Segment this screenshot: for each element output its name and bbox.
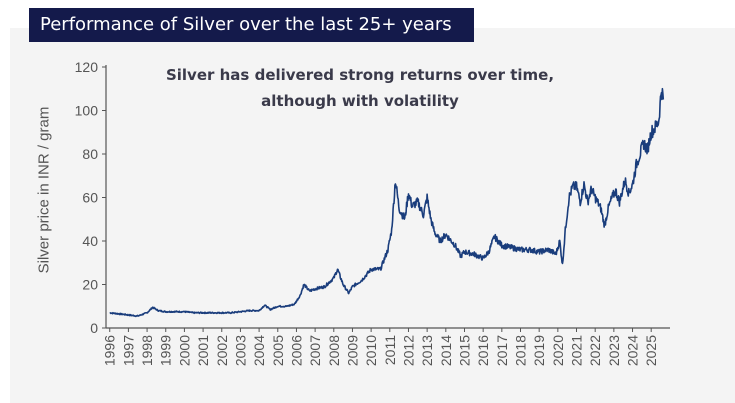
x-tick-label: 1999 <box>158 335 174 366</box>
x-tick-label: 2019 <box>531 335 547 366</box>
x-tick-label: 2006 <box>288 335 304 366</box>
x-tick-label: 2025 <box>643 335 659 366</box>
price-series-line <box>109 87 665 318</box>
chart-subtitle: Silver has delivered strong returns over… <box>120 62 600 114</box>
x-tick-label: 2008 <box>326 335 342 366</box>
x-tick-label: 1996 <box>102 335 118 366</box>
x-tick-label: 2015 <box>456 335 472 366</box>
y-tick-label: 60 <box>82 190 98 206</box>
x-tick-label: 2024 <box>625 335 641 366</box>
x-tick-label: 2009 <box>344 335 360 366</box>
x-tick-label: 1998 <box>139 335 155 366</box>
y-tick-label: 120 <box>75 59 99 75</box>
x-tick-label: 2023 <box>606 335 622 366</box>
y-tick-label: 80 <box>82 146 98 162</box>
chart-subtitle-line-1: Silver has delivered strong returns over… <box>165 66 555 84</box>
chart-panel <box>10 28 735 403</box>
x-tick-label: 2018 <box>512 335 528 366</box>
x-tick-label: 2001 <box>195 335 211 366</box>
y-tick-label: 40 <box>82 233 98 249</box>
x-tick-label: 2004 <box>251 335 267 366</box>
x-tick-label: 2013 <box>419 335 435 366</box>
x-tick-label: 2021 <box>569 335 585 366</box>
x-tick-label: 2022 <box>587 335 603 366</box>
x-tick-label: 2016 <box>475 335 491 366</box>
x-tick-label: 2002 <box>214 335 230 366</box>
x-tick-label: 1997 <box>120 335 136 366</box>
x-tick-label: 2012 <box>400 335 416 366</box>
y-tick-label: 100 <box>75 103 99 119</box>
x-tick-label: 2014 <box>438 335 454 366</box>
page-title: Performance of Silver over the last 25+ … <box>29 8 474 42</box>
x-tick-label: 2017 <box>494 335 510 366</box>
chart-subtitle-line-2: although with volatility <box>261 92 459 110</box>
y-tick-label: 0 <box>90 320 98 336</box>
x-tick-label: 2020 <box>550 335 566 366</box>
x-tick-label: 2011 <box>382 335 398 365</box>
x-tick-label: 2000 <box>176 335 192 366</box>
y-tick-label: 20 <box>82 277 98 293</box>
x-tick-label: 2010 <box>363 335 379 366</box>
x-tick-label: 2007 <box>307 335 323 366</box>
x-tick-label: 2003 <box>232 335 248 366</box>
x-tick-label: 2005 <box>270 335 286 366</box>
